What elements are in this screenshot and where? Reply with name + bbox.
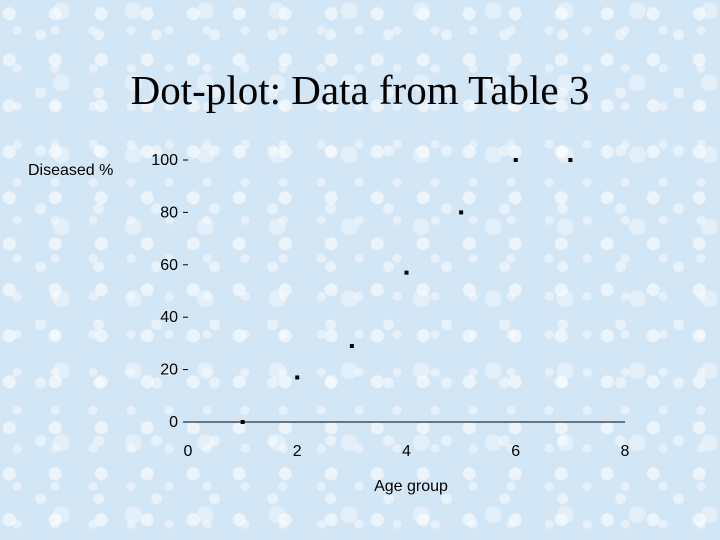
slide-title: Dot-plot: Data from Table 3	[130, 67, 590, 113]
x-axis-ticks: 0 2 4 6 8	[184, 443, 630, 460]
x-tick-label: 8	[621, 443, 630, 460]
x-tick-label: 6	[511, 443, 520, 460]
data-point	[349, 344, 354, 349]
data-point	[459, 210, 464, 215]
y-tick-label: 40	[160, 309, 178, 326]
data-points	[240, 158, 573, 424]
y-tick-label: 100	[151, 152, 178, 169]
y-tick-label: 0	[169, 414, 178, 431]
y-tick-label: 60	[160, 257, 178, 274]
data-point	[404, 270, 409, 275]
x-axis-title: Age group	[374, 478, 448, 495]
data-point	[568, 158, 573, 162]
data-point	[295, 375, 300, 380]
x-tick-label: 4	[402, 443, 411, 460]
x-tick-label: 0	[184, 443, 193, 460]
x-tick-label: 2	[293, 443, 302, 460]
y-tick-label: 80	[160, 204, 178, 221]
data-point	[240, 420, 245, 424]
y-axis-ticks: 0 20 40 60 80 100	[151, 152, 188, 431]
data-point	[513, 158, 518, 162]
y-axis-title: Diseased %	[28, 162, 113, 179]
y-tick-label: 20	[160, 362, 178, 379]
